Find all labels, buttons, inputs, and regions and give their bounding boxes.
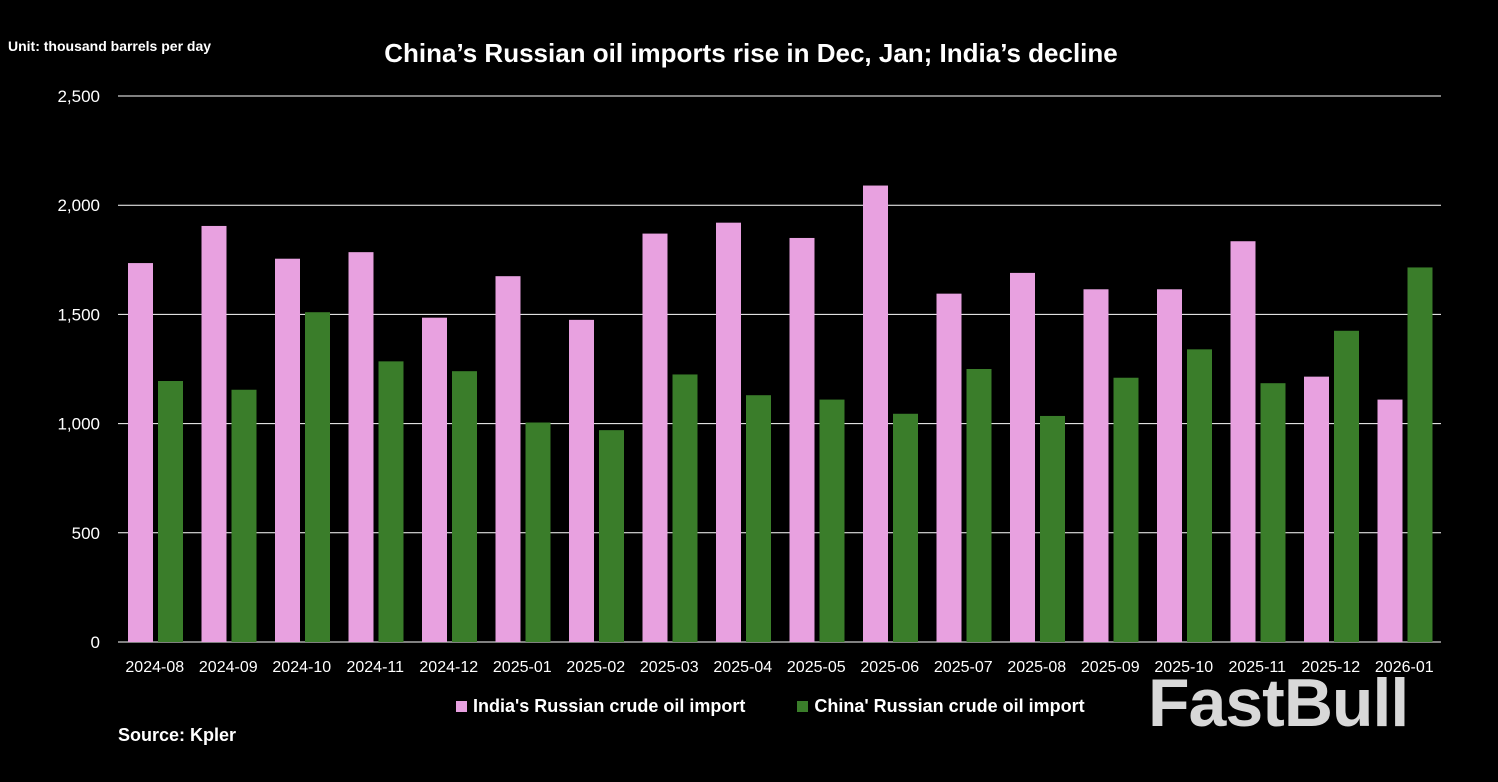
x-tick-label: 2025-01 [493,659,552,676]
bar-china-2025-12 [1334,330,1359,642]
y-axis-ticks: 0 500 1,000 1,500 2,000 2,500 [57,87,100,652]
legend-swatch-india [456,701,467,712]
x-tick-label: 2025-08 [1007,659,1066,676]
x-tick-label: 2024-09 [199,659,258,676]
bar-china-2025-07 [966,369,992,642]
x-tick-label: 2024-08 [125,659,184,676]
bar-china-2026-01 [1407,267,1433,642]
bars [128,185,1433,643]
bar-china-2025-01 [525,422,551,642]
source-label: Source: Kpler [118,725,237,745]
bar-india-2024-11 [348,252,374,642]
bar-india-2024-10 [275,258,300,642]
y-tick-label: 500 [72,524,100,543]
bar-china-2024-09 [231,389,257,642]
bar-india-2025-12 [1304,376,1329,642]
bar-china-2025-11 [1260,383,1286,642]
bar-china-2025-10 [1187,349,1212,642]
x-tick-label: 2025-10 [1154,659,1213,676]
bar-china-2025-06 [893,413,918,642]
x-tick-label: 2025-09 [1081,659,1140,676]
bar-china-2024-08 [158,381,183,642]
bar-india-2025-02 [569,319,594,642]
legend-label-india: India's Russian crude oil import [473,696,746,716]
bar-china-2024-10 [305,312,330,642]
fastbull-watermark: FastBull [1148,665,1409,741]
y-tick-label: 0 [91,633,100,652]
bar-india-2025-05 [789,237,815,642]
y-tick-label: 2,500 [57,87,100,106]
x-tick-label: 2025-05 [787,659,846,676]
bar-india-2025-08 [1010,272,1035,642]
bar-india-2024-12 [422,317,447,642]
bar-india-2025-06 [863,185,888,642]
legend-item-china: China' Russian crude oil import [797,696,1085,717]
bar-india-2025-07 [936,293,962,642]
bar-china-2024-12 [452,371,477,642]
x-tick-label: 2026-01 [1375,659,1434,676]
legend-item-india: India's Russian crude oil import [456,696,745,717]
legend-label-china: China' Russian crude oil import [814,696,1085,716]
bar-india-2025-03 [642,233,668,643]
y-tick-label: 1,000 [57,415,100,434]
y-tick-label: 1,500 [57,305,100,324]
bar-india-2025-04 [716,222,741,642]
x-tick-label: 2025-02 [566,659,625,676]
bar-china-2025-09 [1113,377,1139,642]
legend-swatch-china [797,701,809,712]
x-tick-label: 2024-11 [346,659,404,676]
bar-india-2025-01 [495,276,521,642]
x-tick-label: 2024-10 [272,659,331,676]
x-tick-label: 2024-12 [419,659,478,676]
gridlines [118,95,1441,643]
y-tick-label: 2,000 [57,196,100,215]
bar-china-2025-05 [819,399,845,642]
bar-india-2025-09 [1083,289,1109,642]
x-tick-label: 2025-03 [640,659,699,676]
x-tick-label: 2025-12 [1301,659,1360,676]
bar-china-2025-03 [672,374,698,642]
x-tick-label: 2025-04 [713,659,772,676]
bar-china-2025-02 [599,430,624,642]
x-tick-label: 2025-11 [1228,659,1286,676]
x-tick-label: 2025-07 [934,659,993,676]
bar-india-2025-10 [1157,289,1182,642]
unit-label: Unit: thousand barrels per day [8,38,212,54]
bar-india-2025-11 [1230,241,1256,642]
x-axis-ticks: 2024-08 2024-09 2024-10 2024-11 2024-12 2025-… [125,659,1433,676]
bar-india-2024-09 [201,225,227,642]
bar-india-2026-01 [1377,399,1403,642]
legend: India's Russian crude oil import China' … [456,696,1085,717]
bar-china-2024-11 [378,361,404,642]
chart-title: China’s Russian oil imports rise in Dec,… [384,38,1118,68]
x-tick-label: 2025-06 [860,659,919,676]
bar-china-2025-08 [1040,415,1065,642]
bar-india-2024-08 [128,263,153,642]
bar-china-2025-04 [746,395,771,642]
